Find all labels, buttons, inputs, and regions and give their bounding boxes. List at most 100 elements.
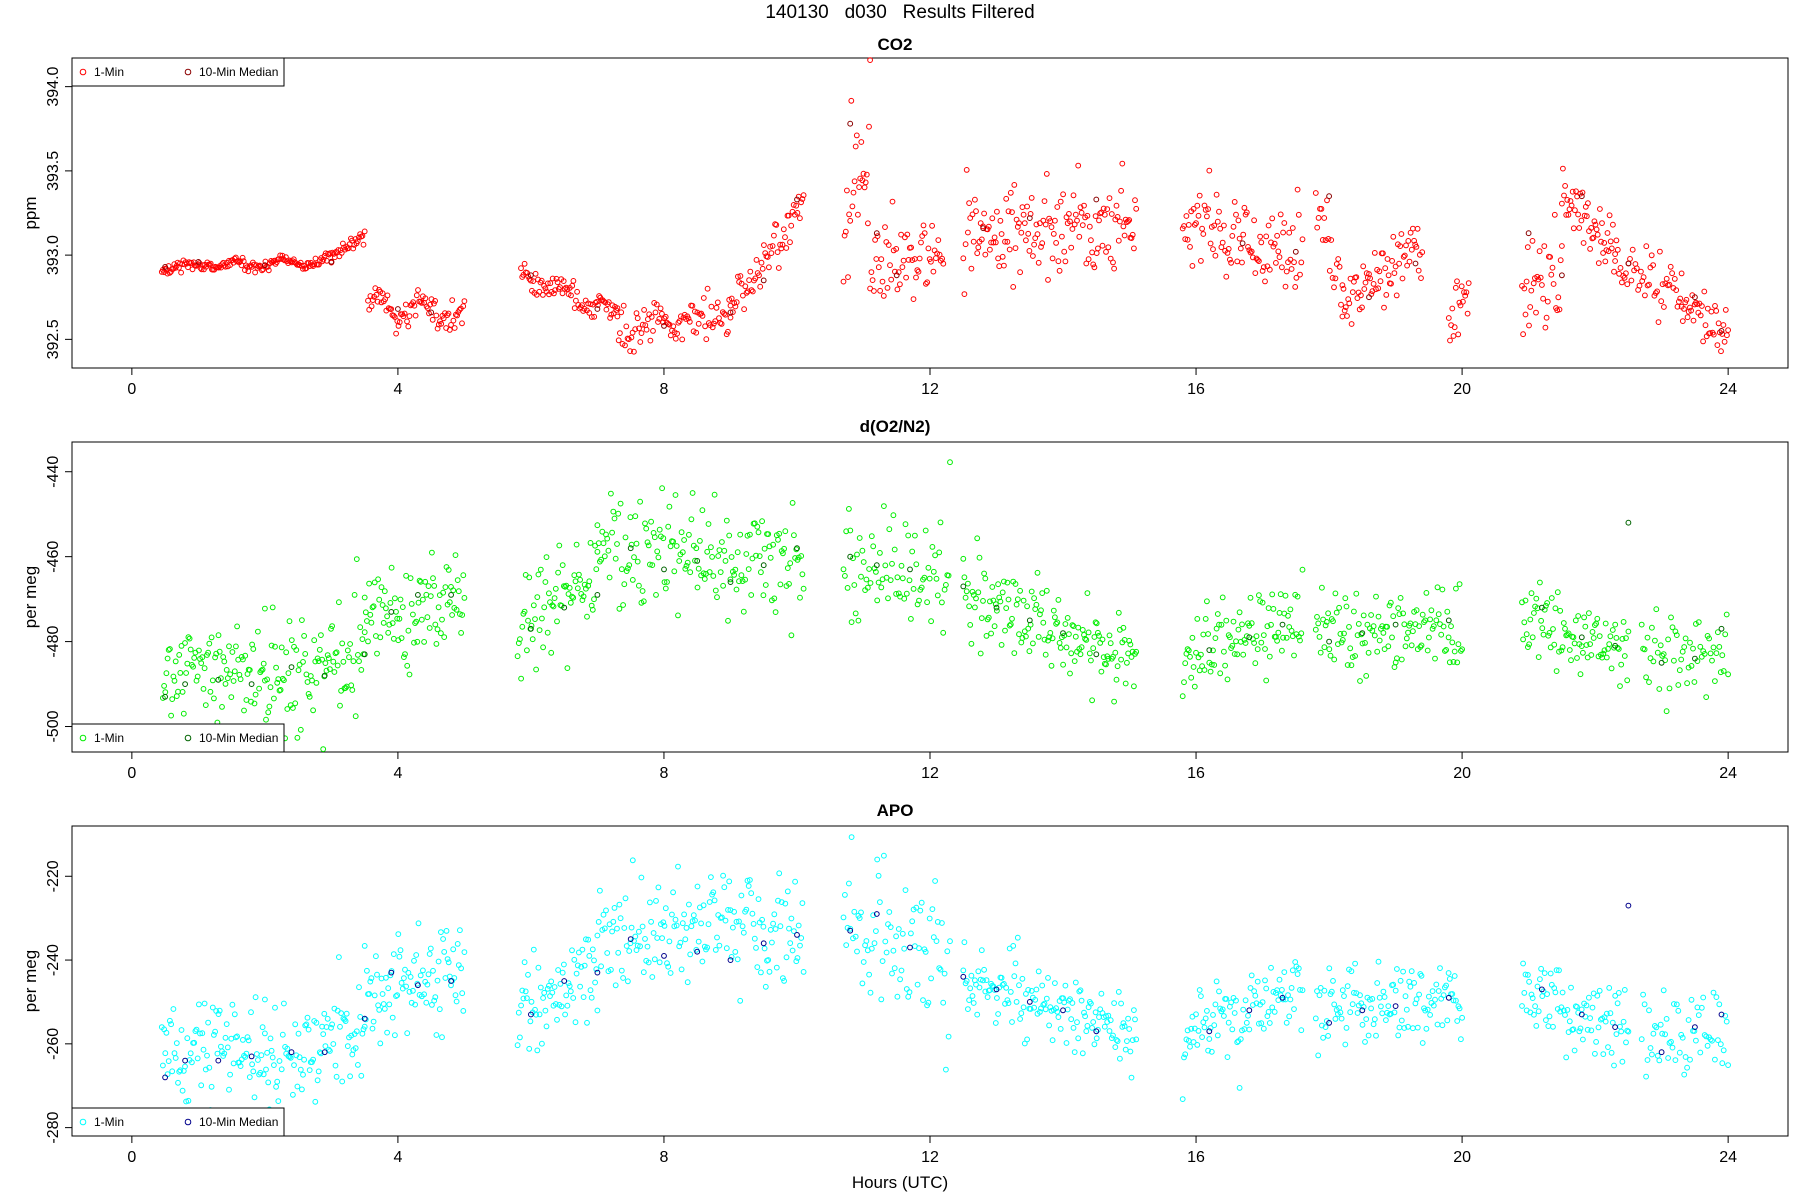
data-point (676, 558, 683, 564)
data-point (1223, 273, 1230, 280)
data-point (1417, 644, 1424, 650)
data-point (242, 1054, 249, 1060)
data-point (598, 556, 604, 563)
data-point (633, 540, 640, 547)
data-point (694, 584, 701, 591)
data-point (929, 544, 936, 550)
data-point (1623, 1039, 1629, 1046)
data-point (989, 215, 996, 222)
data-point (777, 241, 783, 248)
median-point (561, 978, 568, 984)
data-point (1408, 246, 1415, 253)
data-point (431, 300, 437, 307)
data-point (554, 279, 561, 286)
data-point (1120, 624, 1127, 631)
data-point (782, 234, 788, 241)
data-point (1562, 625, 1568, 632)
data-point (292, 1021, 299, 1028)
data-point (1562, 1012, 1568, 1018)
data-point (267, 1035, 274, 1042)
data-point (769, 939, 775, 946)
data-point (785, 212, 792, 219)
data-point (597, 887, 603, 894)
data-point (1014, 596, 1021, 603)
data-point (1088, 237, 1094, 244)
data-point (972, 604, 978, 611)
data-point (1297, 987, 1303, 993)
data-point (435, 958, 442, 965)
data-point (1333, 609, 1340, 616)
data-point (881, 852, 887, 859)
data-point (722, 558, 729, 564)
data-point (1360, 1004, 1367, 1010)
data-point (337, 1023, 343, 1030)
data-point (1331, 284, 1337, 291)
data-point (882, 562, 889, 569)
data-point (618, 566, 625, 573)
data-point (962, 241, 969, 248)
data-point (1346, 300, 1353, 307)
data-point (170, 1006, 177, 1012)
data-point (191, 655, 198, 661)
data-point (1581, 614, 1587, 621)
data-point (721, 547, 728, 554)
data-point (219, 704, 225, 710)
data-point (1456, 299, 1463, 306)
data-point (870, 912, 877, 919)
data-point (1544, 298, 1551, 305)
data-point (393, 608, 399, 615)
data-point (1550, 626, 1556, 632)
data-point (1013, 999, 1020, 1005)
data-point (743, 551, 750, 557)
data-point (1408, 642, 1415, 649)
data-point (1720, 668, 1727, 674)
y-axis-label: per meg (21, 950, 40, 1012)
data-point (208, 1083, 215, 1090)
data-point (784, 888, 791, 895)
data-point (973, 208, 979, 215)
data-point (968, 265, 975, 272)
data-point (902, 521, 909, 528)
panel-o2n2: d(O2/N2) -500-480-460-440 0 4 8 12 16 20 24 pe… (21, 417, 1789, 782)
data-point (519, 987, 526, 994)
data-point (290, 1091, 296, 1098)
data-point (643, 525, 650, 532)
data-point (1114, 1038, 1121, 1044)
median-point (262, 262, 268, 269)
median-point (960, 583, 967, 590)
data-point (777, 923, 784, 930)
data-point (1450, 659, 1457, 665)
data-point (1386, 602, 1393, 609)
data-point (1096, 217, 1102, 224)
data-point (1248, 620, 1255, 627)
data-point (1591, 218, 1598, 225)
data-point (1669, 624, 1676, 631)
data-point (881, 503, 887, 510)
data-point (746, 277, 752, 284)
data-point (1720, 1047, 1727, 1054)
data-point (1702, 322, 1709, 329)
data-point (739, 923, 746, 930)
data-point (1398, 231, 1405, 237)
data-point (737, 273, 744, 279)
data-point (1695, 1012, 1702, 1018)
panel-title: d(O2/N2) (860, 417, 931, 436)
data-point (992, 1020, 999, 1026)
data-point (1125, 1015, 1131, 1022)
data-point (1342, 1041, 1349, 1048)
data-point (1221, 222, 1227, 229)
data-point (296, 1054, 303, 1061)
data-point (1068, 1016, 1075, 1023)
data-point (1225, 1019, 1232, 1026)
data-point (1668, 614, 1674, 621)
data-point (1588, 1027, 1595, 1034)
data-point (730, 924, 736, 931)
data-point (327, 250, 334, 257)
data-point (934, 592, 941, 599)
data-point (233, 643, 239, 650)
data-point (1529, 634, 1536, 641)
data-point (935, 237, 942, 244)
data-point (1684, 314, 1691, 321)
data-point (749, 288, 756, 295)
data-point (642, 936, 648, 942)
